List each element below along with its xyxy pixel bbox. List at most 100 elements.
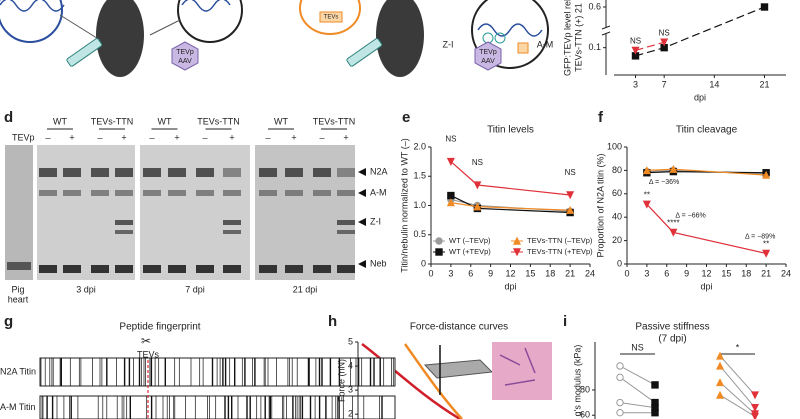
significance-label: NS (472, 158, 483, 167)
point (616, 362, 624, 370)
gel-band (313, 168, 331, 177)
timepoint-label: 21 dpi (293, 284, 318, 294)
gel-band (115, 230, 133, 234)
band-arrow (358, 260, 366, 268)
band-arrow (358, 218, 366, 226)
aav-particle (171, 41, 199, 71)
point (669, 164, 678, 173)
y-axis-label: TEVs-TTN (+) 21 (573, 3, 583, 72)
lane-sign: – (97, 132, 102, 142)
point (660, 38, 669, 47)
band-label: N2A (370, 166, 388, 176)
genotype-label: WT (158, 116, 172, 126)
x-tick-label: 3 (644, 268, 649, 278)
y-tick-label: 0.6 (588, 1, 601, 11)
row-label: N2A Titin (0, 366, 36, 376)
timepoint-label: 7 dpi (185, 284, 205, 294)
series-line (646, 203, 767, 255)
legend-label: TEVs-TTN (+TEVp) (527, 247, 593, 256)
gel-band (196, 168, 214, 177)
curve (403, 343, 463, 419)
chart-title: Titin levels (487, 125, 534, 136)
lane-sign: – (149, 132, 154, 142)
vial-sub: AAV (481, 58, 495, 65)
point (616, 398, 624, 407)
coil (477, 23, 543, 37)
chart-title: Passive stiffness (635, 322, 709, 333)
gel-band (143, 168, 161, 177)
significance-label: * (736, 342, 740, 352)
lane-sign: – (265, 132, 270, 142)
point (447, 191, 455, 200)
y-tick-label: 0.5 (413, 229, 426, 239)
site-label: TEVs (324, 15, 339, 21)
band-arrow (358, 168, 366, 176)
gel-band (337, 220, 355, 225)
panel-label: g (4, 313, 13, 330)
point (631, 46, 640, 55)
point (715, 378, 725, 387)
x-tick-label: 12 (701, 268, 711, 278)
gel-band (143, 190, 161, 196)
gel-band (196, 190, 214, 196)
barcode-frame (39, 357, 396, 387)
series-line (635, 6, 765, 57)
site-box (517, 42, 529, 54)
panel-label: h (328, 313, 337, 330)
connector (149, 19, 181, 36)
y-tick-label: 80 (612, 165, 622, 175)
sample-label: Pig (11, 284, 24, 294)
y-tick-label: 0 (617, 258, 622, 268)
gel-band (259, 265, 277, 273)
x-tick-label: 3 (633, 79, 638, 89)
syringe (346, 38, 383, 67)
x-tick-label: 12 (505, 268, 515, 278)
gel-band (223, 230, 241, 234)
y-tick-label: 1.0 (413, 200, 426, 210)
scissors (494, 32, 506, 44)
connector (59, 14, 101, 41)
x-tick-label: 0 (428, 268, 433, 278)
zoom-circle (177, 0, 243, 43)
x-tick-label: 21 (761, 268, 771, 278)
mouse (96, 0, 144, 77)
gel-band (168, 265, 186, 273)
x-tick-label: 9 (488, 268, 493, 278)
gel-band (39, 168, 57, 177)
legend-label: WT (+TEVp) (449, 247, 491, 256)
cantilever (423, 359, 494, 379)
panel-label: f (598, 109, 604, 126)
gel-band (223, 190, 241, 196)
x-tick-label: 18 (545, 268, 555, 278)
panel-label: e (402, 109, 410, 126)
lane-sign: + (69, 132, 74, 142)
tissue-texture (499, 347, 536, 386)
zoom-circle (471, 0, 549, 69)
genotype-label: TEVs-TTN (197, 116, 240, 126)
significance-label: ** (644, 190, 650, 199)
zoom-circle (0, 0, 63, 43)
site-box (319, 11, 343, 23)
significance-label: NS (631, 342, 644, 352)
pair-line (719, 355, 756, 396)
point (750, 403, 760, 412)
y-tick-label: 1.5 (413, 171, 426, 181)
y-tick-label: 100 (607, 141, 622, 151)
vial-label: TEVp (479, 49, 497, 56)
point (616, 408, 624, 417)
curve (361, 343, 461, 419)
band-arrow (358, 189, 366, 197)
gel-image (140, 145, 250, 280)
timepoint-label: 3 dpi (76, 284, 96, 294)
scissors-icon: ✂ (141, 334, 151, 348)
lane-sign: – (319, 132, 324, 142)
x-tick-label: 21 (565, 268, 575, 278)
afm-inset (361, 342, 552, 419)
point (651, 408, 659, 417)
point (750, 391, 760, 400)
point (669, 228, 678, 237)
y-axis-label: g's modulus (kPa) (572, 345, 582, 417)
gel-image (37, 145, 135, 280)
legend-marker (512, 236, 522, 245)
band-label: Z-I (370, 216, 381, 226)
